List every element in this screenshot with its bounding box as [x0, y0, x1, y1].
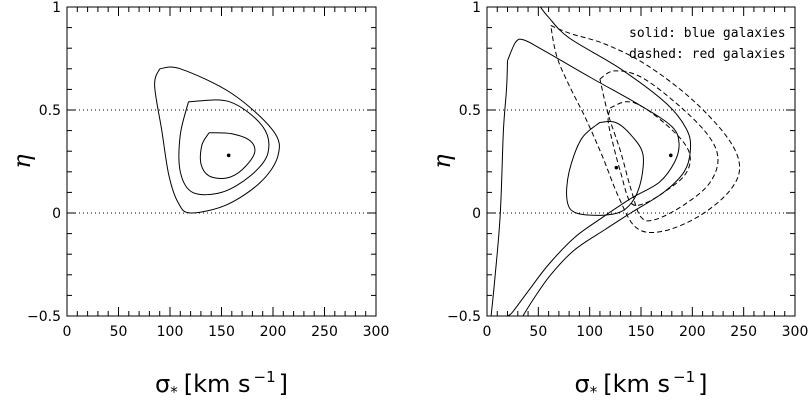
y-tick-label: 0.5	[459, 103, 481, 119]
y-tick-label: 0.5	[39, 103, 61, 119]
x-tick-label: 50	[110, 324, 128, 340]
y-axis-label: η	[428, 154, 456, 169]
x-tick-label: 200	[679, 324, 706, 340]
y-tick-label: −0.5	[447, 309, 481, 325]
contour-solid-2	[490, 60, 508, 316]
x-tick-label: 250	[730, 324, 757, 340]
contour-solid-0	[566, 120, 644, 216]
x-tick-label: 150	[208, 324, 235, 340]
best-fit-point-0	[226, 153, 231, 158]
best-fit-point-0	[614, 165, 619, 170]
contours	[154, 66, 280, 214]
contour-solid-2	[154, 66, 280, 214]
contour-solid-0	[199, 132, 256, 179]
contour-dashed-6	[550, 25, 741, 234]
contour-dashed-5	[599, 70, 719, 222]
y-tick-label: 0	[52, 206, 61, 222]
y-tick-label: 1	[472, 0, 481, 16]
x-tick-label: 200	[260, 324, 287, 340]
y-tick-label: 0	[472, 206, 481, 222]
legend-entry: dashed: red galaxies	[629, 47, 786, 62]
contours	[490, 7, 741, 316]
x-tick-label: 50	[529, 324, 547, 340]
x-tick-label: 300	[363, 324, 390, 340]
contour-solid-3	[522, 7, 692, 316]
best-fit-point-1	[668, 153, 673, 158]
x-tick-label: 100	[157, 324, 184, 340]
contour-solid-1	[507, 38, 680, 316]
x-tick-label: 100	[576, 324, 603, 340]
x-axis-label: σ* [km s −1]	[575, 368, 708, 401]
y-tick-label: 1	[52, 0, 61, 16]
x-tick-label: 150	[628, 324, 655, 340]
y-tick-label: −0.5	[27, 309, 61, 325]
x-tick-label: 300	[782, 324, 808, 340]
x-tick-label: 0	[63, 324, 72, 340]
x-axis-label: σ* [km s −1]	[155, 368, 288, 401]
x-tick-label: 250	[311, 324, 338, 340]
contour-solid-1	[178, 99, 270, 196]
x-tick-label: 0	[483, 324, 492, 340]
contour-dashed-4	[607, 101, 691, 206]
plot-frame	[66, 6, 377, 317]
legend-entry: solid: blue galaxies	[629, 26, 786, 41]
y-axis-label: η	[8, 154, 36, 169]
